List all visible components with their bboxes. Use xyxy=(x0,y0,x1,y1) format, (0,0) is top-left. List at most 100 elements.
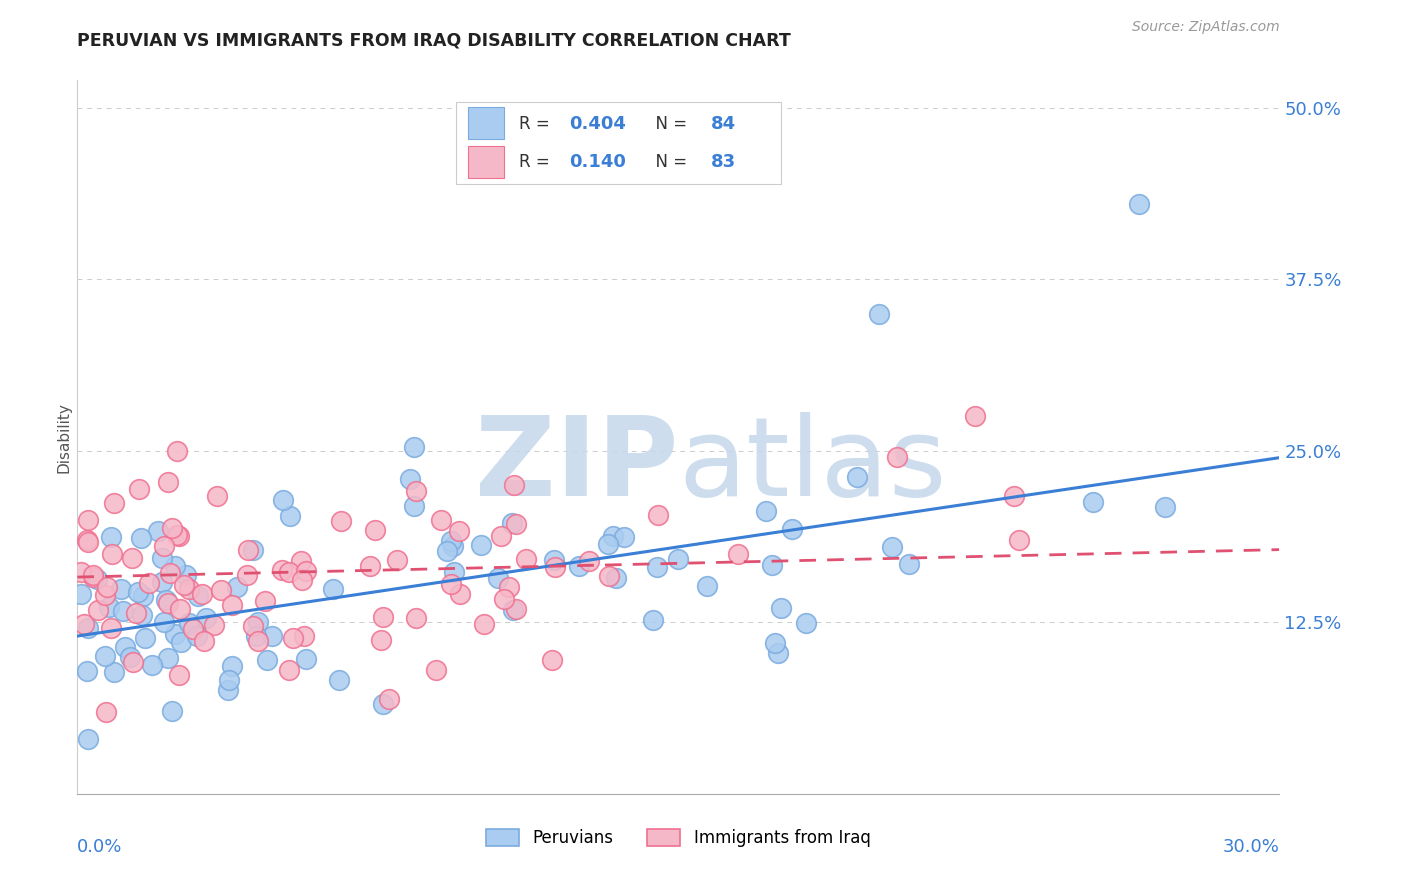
Text: 0.404: 0.404 xyxy=(569,115,626,133)
Point xyxy=(191,587,214,601)
Point xyxy=(761,558,783,573)
FancyBboxPatch shape xyxy=(456,102,780,184)
Point xyxy=(596,537,619,551)
Point xyxy=(868,307,890,321)
Point xyxy=(329,514,352,528)
Point xyxy=(328,673,350,687)
Point xyxy=(181,622,204,636)
Point xyxy=(371,610,394,624)
Point xyxy=(160,521,183,535)
Point xyxy=(166,528,188,542)
Point xyxy=(94,705,117,719)
Point xyxy=(359,558,381,573)
Point xyxy=(134,631,156,645)
Point xyxy=(505,517,527,532)
Point xyxy=(155,592,177,607)
Point xyxy=(96,580,118,594)
Point xyxy=(769,601,792,615)
Point xyxy=(443,565,465,579)
Point xyxy=(86,573,108,587)
Point xyxy=(121,655,143,669)
Point xyxy=(121,550,143,565)
Point xyxy=(378,692,401,706)
Point xyxy=(76,513,98,527)
Point xyxy=(440,577,463,591)
Point xyxy=(1083,495,1105,509)
Point xyxy=(125,607,148,621)
Point xyxy=(1128,196,1150,211)
Point xyxy=(727,547,749,561)
Point xyxy=(82,567,104,582)
Text: 84: 84 xyxy=(711,115,735,133)
Point xyxy=(173,578,195,592)
Point xyxy=(270,564,292,578)
Point xyxy=(148,524,170,539)
Point xyxy=(598,568,620,582)
Point xyxy=(780,522,803,536)
Point xyxy=(70,587,93,601)
Point xyxy=(131,608,153,623)
Point xyxy=(187,589,209,603)
Point xyxy=(77,535,100,549)
Point xyxy=(129,532,152,546)
Point xyxy=(167,667,190,681)
Text: N =: N = xyxy=(645,153,692,171)
Point xyxy=(568,559,591,574)
Point xyxy=(100,547,122,561)
Point xyxy=(364,523,387,537)
FancyBboxPatch shape xyxy=(468,146,505,178)
Text: N =: N = xyxy=(645,115,692,133)
Point xyxy=(578,554,600,568)
Point xyxy=(236,568,259,582)
Point xyxy=(436,544,458,558)
Point xyxy=(886,450,908,465)
Legend: Peruvians, Immigrants from Iraq: Peruvians, Immigrants from Iraq xyxy=(479,822,877,854)
Point xyxy=(1154,500,1177,515)
Text: 0.140: 0.140 xyxy=(569,153,626,171)
Point xyxy=(404,499,426,513)
Point xyxy=(766,646,789,660)
Point xyxy=(209,582,232,597)
Text: ZIP: ZIP xyxy=(475,412,679,519)
Point xyxy=(245,629,267,643)
Point xyxy=(260,629,283,643)
Point xyxy=(238,542,260,557)
Point xyxy=(277,663,299,677)
Point xyxy=(77,621,100,635)
Point xyxy=(153,539,176,553)
Point xyxy=(159,566,181,581)
Point xyxy=(543,553,565,567)
Point xyxy=(195,611,218,625)
Point xyxy=(295,564,318,578)
Point xyxy=(169,601,191,615)
Point xyxy=(441,540,464,554)
Point xyxy=(205,489,228,503)
Point xyxy=(647,508,669,522)
Point xyxy=(193,634,215,648)
Point xyxy=(127,585,149,599)
Point xyxy=(217,682,239,697)
Point xyxy=(87,603,110,617)
Point xyxy=(256,653,278,667)
Point xyxy=(492,592,515,607)
Point xyxy=(502,602,524,616)
Point xyxy=(103,496,125,510)
Point xyxy=(602,529,624,543)
Point xyxy=(150,575,173,590)
Point xyxy=(73,616,96,631)
Point xyxy=(498,580,520,594)
Point xyxy=(100,530,122,544)
Point xyxy=(179,582,201,596)
Point xyxy=(489,529,512,543)
Point xyxy=(76,731,98,746)
Point xyxy=(160,704,183,718)
Point xyxy=(373,697,395,711)
Point xyxy=(291,573,314,587)
Point xyxy=(613,531,636,545)
Point xyxy=(501,516,523,531)
Text: 0.0%: 0.0% xyxy=(77,838,122,855)
Point xyxy=(138,575,160,590)
Point xyxy=(82,570,104,584)
Point xyxy=(221,598,243,612)
Point xyxy=(322,582,344,596)
